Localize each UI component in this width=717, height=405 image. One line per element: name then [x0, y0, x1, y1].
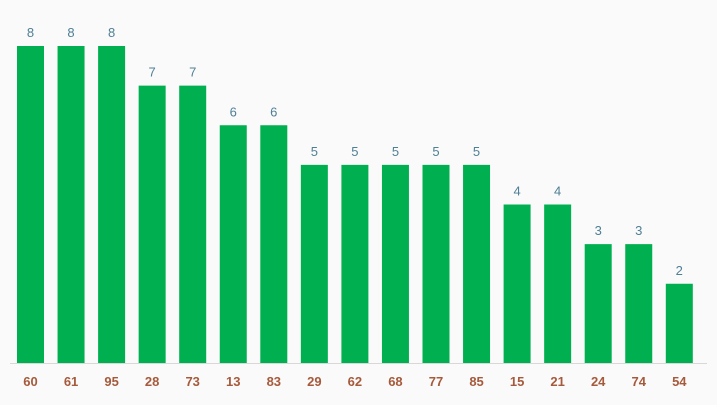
bar: [17, 46, 44, 363]
value-label: 8: [27, 25, 34, 40]
x-tick-label: 95: [104, 374, 118, 389]
x-tick-label: 74: [632, 374, 647, 389]
x-tick-label: 24: [591, 374, 606, 389]
value-label: 7: [149, 65, 156, 80]
value-label: 6: [270, 104, 277, 119]
value-label: 8: [108, 25, 115, 40]
x-tick-label: 21: [550, 374, 564, 389]
x-tick-label: 13: [226, 374, 240, 389]
bar: [665, 283, 693, 363]
bar: [544, 204, 572, 363]
bar: [503, 204, 531, 363]
value-label: 3: [595, 223, 602, 238]
x-tick-label: 54: [672, 374, 687, 389]
bar: [584, 244, 612, 363]
x-tick-label: 68: [388, 374, 402, 389]
value-label: 4: [513, 184, 520, 199]
bar: [260, 125, 288, 363]
value-label: 8: [67, 25, 74, 40]
value-label: 6: [230, 104, 237, 119]
x-tick-label: 15: [510, 374, 524, 389]
x-tick-label: 60: [23, 374, 37, 389]
value-label: 5: [351, 144, 358, 159]
x-tick-label: 83: [267, 374, 281, 389]
value-label: 2: [676, 263, 683, 278]
bar: [463, 164, 491, 363]
value-label: 3: [635, 223, 642, 238]
bar: [179, 85, 207, 363]
x-tick-label: 85: [469, 374, 483, 389]
x-tick-label: 73: [185, 374, 199, 389]
x-tick-label: 28: [145, 374, 159, 389]
bar: [341, 164, 369, 363]
value-label: 5: [432, 144, 439, 159]
bar: [625, 244, 653, 363]
value-label: 5: [473, 144, 480, 159]
bar: [98, 46, 126, 363]
x-tick-label: 29: [307, 374, 321, 389]
x-tick-label: 61: [64, 374, 78, 389]
value-label: 7: [189, 65, 196, 80]
bar: [422, 164, 450, 363]
value-label: 5: [311, 144, 318, 159]
bar: [381, 164, 409, 363]
bar: [219, 125, 247, 363]
bar: [57, 46, 85, 363]
x-tick-label: 62: [348, 374, 362, 389]
bar: [300, 164, 328, 363]
bar: [138, 85, 166, 363]
x-tick-label: 77: [429, 374, 443, 389]
value-label: 5: [392, 144, 399, 159]
value-label: 4: [554, 184, 561, 199]
